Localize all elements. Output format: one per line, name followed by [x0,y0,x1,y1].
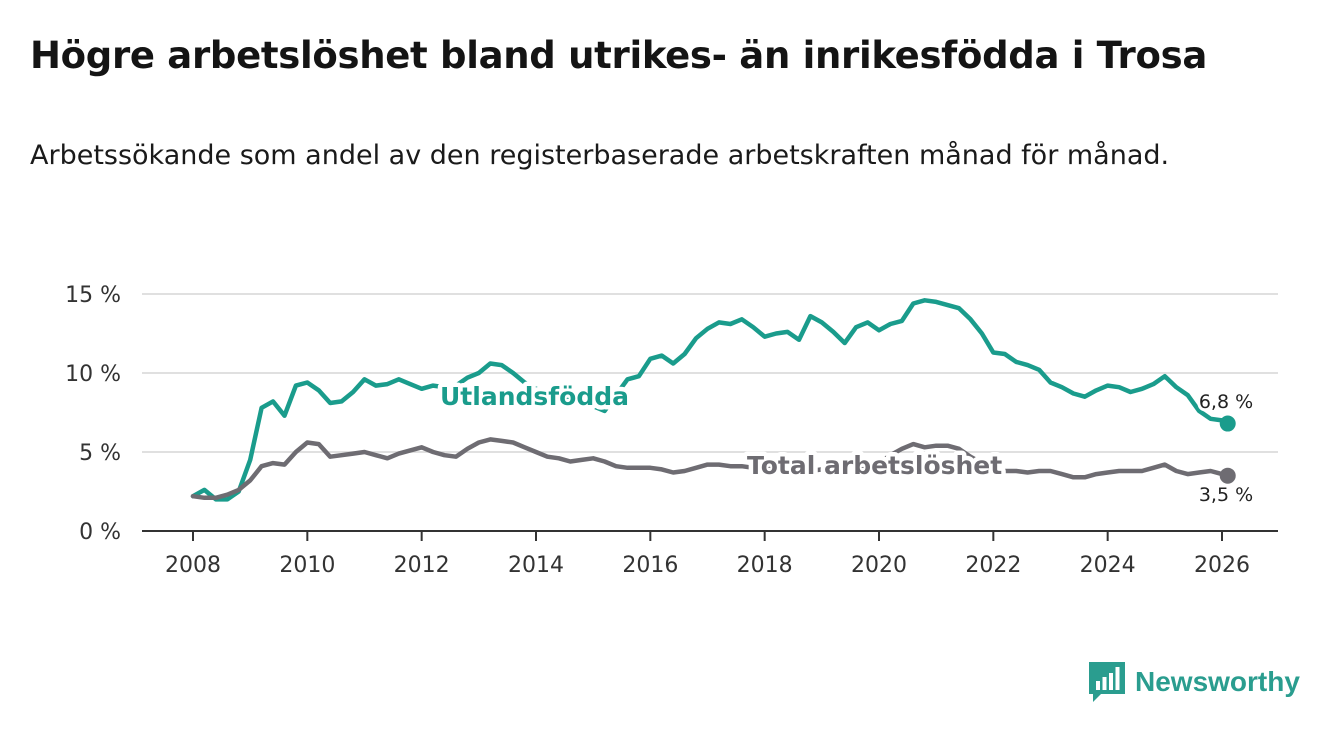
series-line-utlandsfodda [190,298,1230,502]
x-tick-label: 2018 [737,553,793,578]
series-name-label-halo: Total arbetslöshet [747,451,1002,480]
y-tick-label: 5 % [79,441,121,466]
series-name-label: Total arbetslöshet [747,451,1002,480]
x-tick-label: 2008 [165,553,221,578]
brand-name: Newsworthy [1135,666,1300,697]
series-end-point [1219,467,1236,484]
x-axis: 0 % 5 % 10 % 15 % 2008 2010 2012 2014 2016 2018 20… [65,283,1278,578]
x-tick-label: 2022 [965,553,1021,578]
series-line-total [190,437,1230,501]
x-tick-label: 2026 [1194,553,1250,578]
chart-subtitle: Arbetssökande som andel av den registerb… [30,140,1170,171]
x-tick-label: 2016 [622,553,678,578]
end-value-label-halo: 3,5 % [1199,484,1253,506]
y-tick-label: 15 % [65,283,121,308]
chart-title: Högre arbetslöshet bland utrikes- än inr… [30,34,1207,77]
end-value-label: 6,8 % [1199,391,1253,413]
series-lines [190,298,1236,502]
y-tick-label: 0 % [79,520,121,545]
x-tick-label: 2014 [508,553,564,578]
x-tick-label: 2010 [279,553,335,578]
end-value-label: 3,5 % [1199,484,1253,506]
x-tick-label: 2020 [851,553,907,578]
y-tick-label: 10 % [65,362,121,387]
gridlines [142,293,1278,453]
series-end-point [1219,415,1236,432]
series-name-label: Utlandsfödda [440,382,629,411]
brand[interactable]: Newsworthy [1089,660,1300,704]
x-tick-label: 2012 [394,553,450,578]
series-name-label-halo: Utlandsfödda [440,382,629,411]
newsworthy-logo-icon [1089,662,1125,702]
x-tick-label: 2024 [1080,553,1136,578]
end-value-label-halo: 6,8 % [1199,391,1253,413]
